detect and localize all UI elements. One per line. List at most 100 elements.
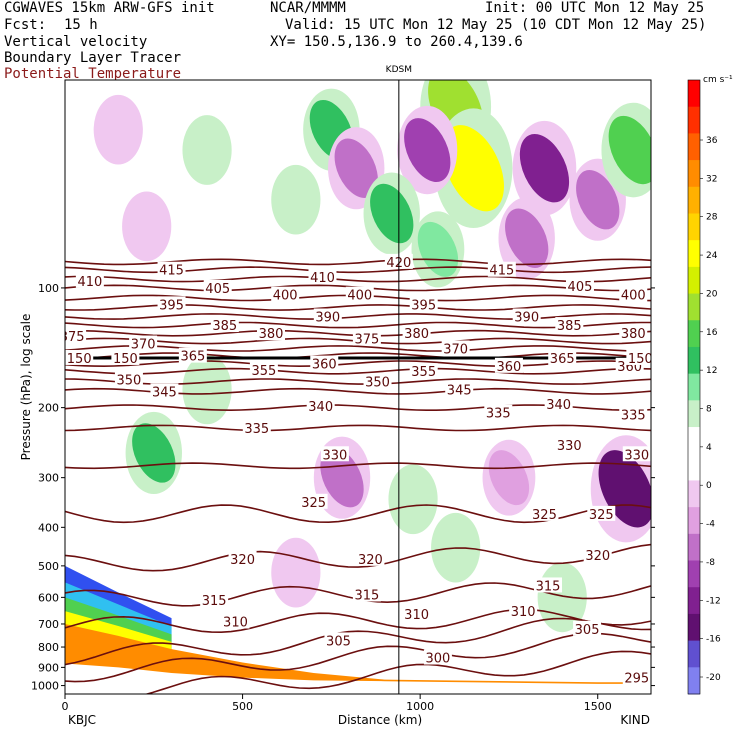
w-blob [99, 104, 137, 155]
theta-line [65, 543, 651, 572]
colorbar-tick-label: 0 [706, 481, 712, 491]
colorbar-swatch [688, 266, 700, 295]
contour-label-bg [487, 261, 516, 277]
contour-label-bg [65, 327, 87, 343]
y-tick-label: 400 [38, 521, 59, 534]
w-blob [394, 474, 432, 525]
contour-label: 305 [575, 623, 600, 638]
theta-line [65, 313, 651, 320]
contour-label-bg [352, 330, 381, 346]
contour-label-bg [509, 603, 538, 619]
contour-label-bg [555, 436, 584, 452]
contour-label: 340 [546, 398, 571, 413]
colorbar: 36 32 28 24 20 16 12 8 4 0 -4 -8 -12 -16 -20 [687, 79, 721, 695]
organization: NCAR/MMMM [270, 0, 346, 16]
w-blob [320, 447, 364, 508]
colorbar-tick-label: 8 [706, 405, 712, 415]
theta-line [65, 608, 651, 634]
contour-label-bg [494, 357, 523, 373]
contour-label: 325 [301, 496, 326, 511]
colorbar-swatch [688, 133, 700, 161]
w-blob [277, 547, 315, 598]
theta-line [65, 424, 651, 432]
contour-label-bg [573, 620, 602, 636]
field-potential-temperature: Potential Temperature [4, 66, 182, 82]
contour-label: 415 [489, 264, 514, 279]
colorbar-swatch [688, 480, 700, 508]
w-blob [404, 118, 451, 182]
contour-label: 310 [223, 615, 248, 630]
contour-label-bg [210, 317, 239, 333]
colorbar-swatch [688, 667, 700, 695]
contour-label: 365 [550, 352, 575, 367]
contour-label: 345 [152, 385, 177, 400]
contour-label-bg [324, 632, 353, 648]
y-tick-label: 700 [38, 618, 59, 631]
contour-label: 365 [180, 350, 205, 365]
contour-label-bg [242, 419, 271, 435]
w-blob [370, 183, 414, 244]
y-tick-label: 800 [38, 641, 59, 654]
contour-label-bg [345, 286, 374, 302]
colorbar-swatch [688, 293, 700, 321]
contour-label-bg [356, 550, 385, 566]
colorbar-swatch [688, 320, 700, 348]
contour-label-bg [150, 383, 179, 399]
contour-label: 320 [230, 553, 255, 568]
w-blob [188, 124, 226, 176]
contour-label-bg [544, 396, 573, 412]
contour-label: 385 [212, 319, 237, 334]
x-tick-label: 0 [62, 700, 69, 713]
y-tick-label: 200 [38, 402, 59, 415]
w-blob [188, 364, 226, 415]
contour-label: 355 [411, 365, 436, 380]
contour-label-bg [619, 325, 648, 341]
contour-label-bg [306, 397, 335, 413]
contour-label: 400 [621, 289, 646, 304]
contour-label: 350 [117, 374, 142, 389]
colorbar-swatch [688, 427, 700, 455]
contour-label-bg [619, 286, 648, 302]
contour-label-bg [65, 349, 94, 365]
w-blob [417, 221, 459, 277]
y-tick-label: 100 [38, 282, 59, 295]
contour-label-bg [484, 404, 513, 420]
contour-label-bg [352, 586, 381, 602]
x-tick-label: 1000 [406, 700, 434, 713]
contour-label: 405 [205, 282, 230, 297]
valid-time: Valid: 15 UTC Mon 12 May 25 (10 CDT Mon … [285, 17, 707, 33]
contour-label-bg [299, 493, 328, 509]
contour-label-bg [555, 317, 584, 333]
contour-label-bg [565, 278, 594, 294]
contour-label: 320 [358, 553, 383, 568]
colorbar-swatch [688, 560, 700, 588]
model-title: CGWAVES 15km ARW-GFS init [4, 0, 215, 16]
contour-label-bg [178, 347, 207, 363]
contour-label-bg [114, 371, 143, 387]
colorbar-tick-label: 16 [706, 328, 718, 338]
theta-line [65, 367, 651, 375]
contour-label: 355 [251, 364, 276, 379]
contour-label: 315 [354, 588, 379, 603]
colorbar-tick-label: 32 [706, 174, 717, 184]
contour-label: 390 [315, 311, 340, 326]
w-blob [608, 115, 651, 185]
contour-label: 395 [159, 298, 184, 313]
contour-label-bg [622, 446, 651, 462]
colorbar-swatch [688, 400, 700, 428]
contour-label: 385 [557, 319, 582, 334]
contour-label: 375 [354, 332, 379, 347]
contour-label-bg [622, 669, 651, 685]
x-axis: 0 500 1000 1500 [62, 694, 612, 713]
contour-label-bg [441, 340, 470, 356]
contour-label: 380 [259, 327, 284, 342]
forecast-value: 15 h [64, 17, 98, 33]
contour-label: 150 [67, 352, 92, 367]
colorbar-swatch [688, 80, 700, 108]
colorbar-swatch [688, 160, 700, 188]
colorbar-tick-label: -20 [706, 673, 721, 683]
contour-label-bg [129, 335, 158, 351]
contour-label: 310 [404, 608, 429, 623]
theta-line [65, 345, 651, 352]
